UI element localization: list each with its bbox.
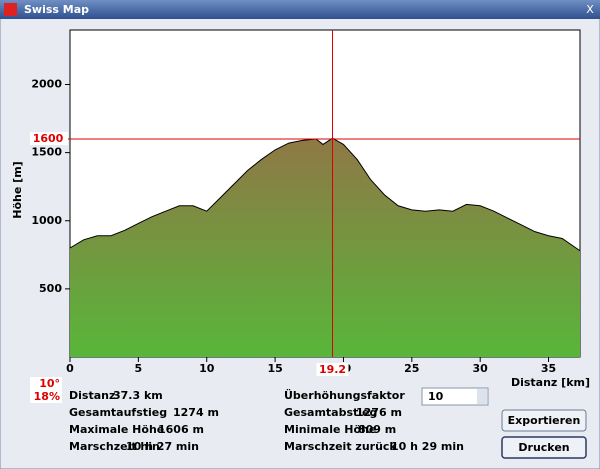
cursor-y-box: [30, 132, 68, 145]
stat-value: 1606 m: [158, 423, 204, 436]
spinner-arrows[interactable]: [477, 389, 487, 404]
stat-value: 10 h 29 min: [391, 440, 464, 453]
slope-percent: 18%: [34, 390, 60, 403]
profile-line: [69, 137, 581, 252]
stat-value: 1276 m: [356, 406, 402, 419]
x-tick-label: 35: [541, 362, 556, 375]
stat-value: 1274 m: [173, 406, 219, 419]
stat-label: Überhöhungsfaktor: [284, 388, 405, 402]
x-tick-label: 10: [199, 362, 215, 375]
print-button[interactable]: [501, 436, 587, 459]
stat-label: Marschzeit hin: [69, 440, 160, 453]
slope-box: [30, 377, 62, 403]
y-tick-label: 2000: [31, 78, 62, 91]
x-tick-label: 30: [473, 362, 489, 375]
spinner[interactable]: [421, 387, 489, 406]
stat-label: Distanz: [69, 389, 115, 402]
spinner-value[interactable]: 10: [428, 390, 444, 403]
stat-value: 10 h 27 min: [126, 440, 199, 453]
stat-label: Gesamtabstieg: [284, 406, 377, 419]
button-label[interactable]: Exportieren: [508, 414, 581, 427]
x-tick-label: 25: [404, 362, 419, 375]
stat-label: Gesamtaufstieg: [69, 406, 167, 419]
stat-value: 37.3 km: [113, 389, 163, 402]
cursor-x-box: [316, 363, 349, 376]
stat-label: Marschzeit zurück: [284, 440, 397, 453]
x-tick-label: 15: [267, 362, 282, 375]
button-label[interactable]: Drucken: [518, 441, 569, 454]
stat-label: Maximale Höhe: [69, 423, 164, 436]
stat-label: Minimale Höhe: [284, 423, 376, 436]
window-title: Swiss Map: [24, 3, 89, 16]
slope-degrees: 10°: [39, 377, 60, 390]
y-tick-label: 500: [39, 282, 62, 295]
title-bar: [0, 0, 600, 19]
cursor-x-label: 19.2: [319, 363, 346, 376]
x-axis-label: Distanz [km]: [511, 376, 590, 389]
y-tick-label: 1000: [31, 214, 62, 227]
cursor-y-label: 1600: [33, 132, 64, 145]
area-fill: [70, 138, 580, 357]
y-tick-label: 1500: [31, 146, 62, 159]
x-tick-label: 0: [66, 362, 74, 375]
stat-value: 809 m: [358, 423, 396, 436]
x-tick-label: 5: [135, 362, 143, 375]
close-button[interactable]: X: [586, 3, 594, 16]
app-icon: [4, 3, 17, 16]
export-button[interactable]: [501, 409, 587, 432]
y-axis-label: Höhe [m]: [11, 161, 24, 218]
